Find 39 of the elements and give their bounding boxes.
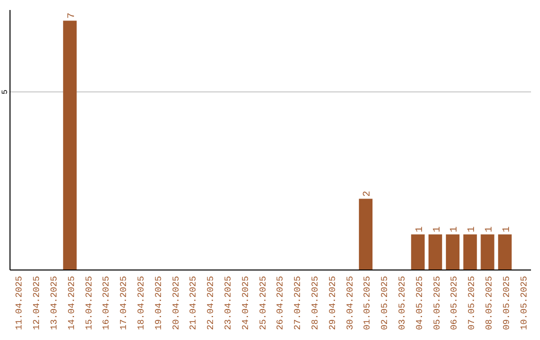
x-tick-label: 08.05.2025 — [484, 276, 494, 330]
data-label: 1 — [484, 226, 496, 232]
x-tick-label: 18.04.2025 — [136, 276, 146, 330]
x-tick-label: 28.04.2025 — [310, 276, 320, 330]
x-tick-label: 22.04.2025 — [206, 276, 216, 330]
data-label: 1 — [467, 226, 478, 232]
x-tick-label: 03.05.2025 — [398, 276, 408, 330]
x-tick-label: 13.04.2025 — [50, 276, 60, 330]
x-tick-label: 14.04.2025 — [66, 276, 77, 330]
data-label: 1 — [414, 226, 426, 232]
x-tick-label: 17.04.2025 — [119, 276, 130, 330]
y-tick-label: 5 — [1, 89, 10, 94]
x-tick-label: 04.05.2025 — [414, 276, 425, 330]
x-tick-label: 26.04.2025 — [276, 276, 286, 330]
x-tick-label: 15.04.2025 — [84, 276, 94, 330]
x-tick-label: 11.04.2025 — [14, 276, 25, 330]
x-tick-label: 07.05.2025 — [467, 276, 478, 330]
x-tick-label: 12.04.2025 — [32, 276, 42, 330]
x-tick-label: 09.05.2025 — [502, 276, 512, 330]
x-tick-label: 16.04.2025 — [102, 276, 112, 330]
x-tick-label: 10.05.2025 — [519, 276, 530, 330]
data-label: 2 — [362, 190, 374, 197]
data-label: 1 — [450, 226, 461, 232]
data-label: 1 — [432, 226, 444, 232]
x-tick-label: 19.04.2025 — [154, 276, 164, 330]
x-tick-label: 30.04.2025 — [345, 276, 356, 330]
x-tick-label: 23.04.2025 — [224, 276, 234, 330]
x-tick-label: 24.04.2025 — [240, 276, 251, 330]
x-tick-label: 29.04.2025 — [328, 276, 338, 330]
x-tick-label: 27.04.2025 — [293, 276, 304, 330]
x-tick-label: 06.05.2025 — [450, 276, 460, 330]
x-tick-label: 01.05.2025 — [362, 276, 373, 330]
x-tick-label: 05.05.2025 — [432, 276, 442, 330]
x-tick-label: 21.04.2025 — [188, 276, 199, 330]
data-label: 7 — [66, 12, 78, 19]
x-tick-label: 25.04.2025 — [258, 276, 268, 330]
x-tick-label: 20.04.2025 — [171, 276, 182, 330]
x-tick-label: 02.05.2025 — [380, 276, 390, 330]
data-label: 1 — [502, 226, 513, 232]
